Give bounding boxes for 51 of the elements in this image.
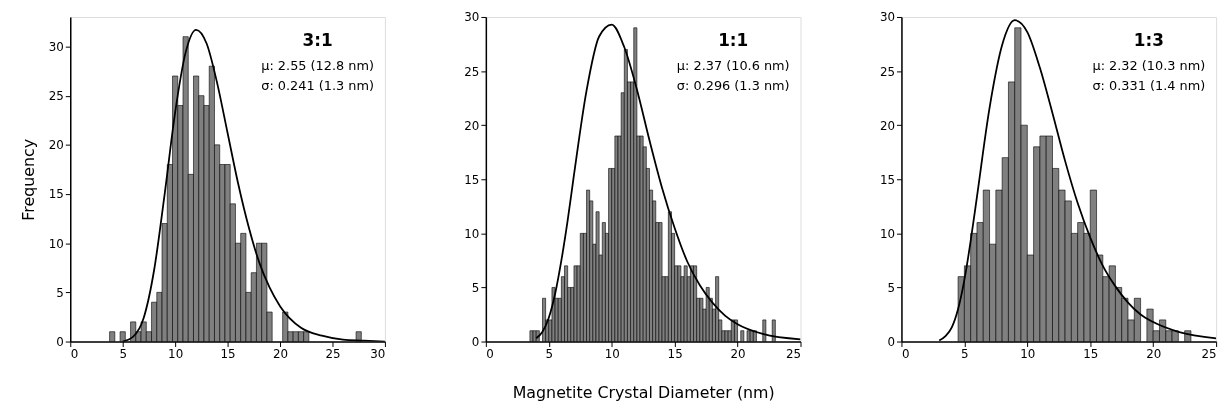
x-tick-label: 25 [1201, 346, 1217, 361]
x-tick-label: 0 [486, 346, 494, 361]
y-tick-label: 5 [471, 280, 480, 295]
x-tick-label: 25 [325, 346, 341, 361]
x-tick-label: 15 [667, 346, 683, 361]
y-tick-label: 30 [48, 39, 64, 54]
x-tick-label: 20 [272, 346, 289, 361]
annotation: σ: 0.241 (1.3 nm) [261, 78, 374, 94]
y-tick-label: 15 [879, 172, 896, 187]
y-tick-label: 25 [879, 64, 896, 79]
y-tick-label: 10 [879, 226, 896, 241]
y-tick-label: 25 [464, 64, 480, 79]
x-tick-label: 20 [1146, 346, 1162, 361]
x-tick-label: 25 [785, 346, 802, 361]
y-tick-label: 10 [48, 236, 64, 251]
y-tick-label: 0 [887, 335, 896, 349]
annotation: μ: 2.37 (10.6 nm) [676, 58, 790, 74]
annotation: 3:1 [302, 29, 333, 50]
annotation: σ: 0.331 (1.4 nm) [1092, 78, 1206, 94]
x-tick-label: 15 [1083, 346, 1099, 361]
y-tick-label: 20 [464, 118, 480, 133]
y-tick-label: 30 [464, 10, 480, 25]
x-tick-label: 0 [901, 346, 910, 361]
y-tick-label: 20 [48, 138, 64, 153]
x-tick-label: 15 [220, 346, 236, 361]
x-tick-label: 5 [119, 346, 127, 361]
x-tick-label: 5 [545, 346, 554, 361]
y-tick-label: 15 [48, 187, 64, 202]
y-tick-label: 5 [56, 285, 64, 300]
y-tick-label: 30 [879, 10, 896, 25]
x-tick-label: 0 [70, 346, 79, 361]
y-tick-label: 5 [887, 280, 896, 295]
y-tick-label: 10 [464, 226, 480, 241]
annotation: σ: 0.296 (1.3 nm) [676, 78, 790, 94]
y-tick-label: 0 [471, 335, 480, 349]
x-tick-label: 10 [168, 346, 184, 361]
y-tick-label: 0 [56, 335, 64, 349]
x-axis-title: Magnetite Crystal Diameter (nm) [512, 383, 775, 403]
x-tick-label: 5 [961, 346, 969, 361]
y-tick-label: 20 [879, 118, 896, 133]
x-tick-label: 10 [1020, 346, 1036, 361]
y-axis-title: Frequency [18, 138, 38, 221]
annotation: μ: 2.55 (12.8 nm) [261, 58, 375, 74]
x-tick-label: 20 [730, 346, 746, 361]
annotation: 1:1 [718, 29, 749, 50]
x-tick-label: 30 [370, 346, 386, 361]
y-tick-label: 15 [464, 172, 480, 187]
annotation: 1:3 [1133, 29, 1164, 50]
y-tick-label: 25 [48, 89, 64, 104]
x-tick-label: 10 [604, 346, 620, 361]
annotation: μ: 2.32 (10.3 nm) [1092, 58, 1206, 74]
